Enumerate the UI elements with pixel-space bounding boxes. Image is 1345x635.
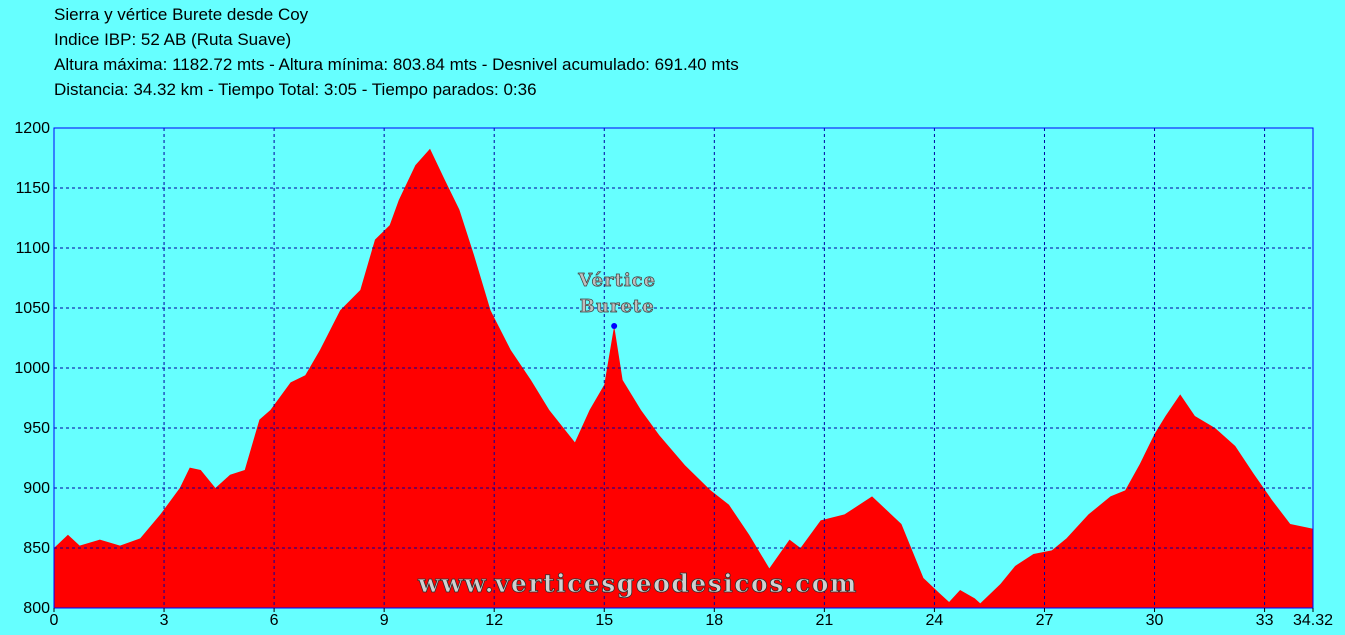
annotation-text: Burete: [580, 296, 655, 317]
x-tick-label: 33: [1256, 612, 1274, 629]
y-tick-label: 1050: [14, 300, 50, 317]
y-tick-label: 1200: [14, 120, 50, 137]
x-tick-label: 15: [595, 612, 613, 629]
y-tick-label: 900: [23, 480, 50, 497]
x-tick-label: 30: [1146, 612, 1164, 629]
plot-frame: [53, 127, 1314, 609]
x-tick-label: 3: [160, 612, 169, 629]
header-line: Sierra y vértice Burete desde Coy: [54, 5, 309, 24]
watermark: www.verticesgeodesicos.com: [417, 569, 858, 598]
header-line: Indice IBP: 52 AB (Ruta Suave): [54, 30, 291, 49]
x-tick-label: 34.32: [1293, 612, 1333, 629]
x-tick-label: 24: [926, 612, 944, 629]
y-tick-label: 1100: [16, 240, 51, 257]
y-tick-label: 800: [23, 600, 50, 617]
header-line: Altura máxima: 1182.72 mts - Altura míni…: [54, 55, 739, 74]
annotation-point: [611, 323, 618, 329]
y-tick-label: 950: [23, 420, 50, 437]
x-tick-label: 12: [485, 612, 503, 629]
elevation-area: [54, 148, 1313, 608]
y-tick-label: 1000: [14, 360, 50, 377]
y-tick-label: 1150: [16, 180, 51, 197]
annotation-text: Vértice: [577, 270, 656, 291]
x-tick-label: 27: [1036, 612, 1054, 629]
x-tick-label: 9: [380, 612, 389, 629]
y-tick-label: 850: [23, 540, 50, 557]
x-tick-label: 0: [50, 612, 59, 629]
header-line: Distancia: 34.32 km - Tiempo Total: 3:05…: [54, 80, 537, 99]
x-tick-label: 6: [270, 612, 279, 629]
x-tick-label: 21: [815, 612, 833, 629]
x-tick-label: 18: [705, 612, 723, 629]
